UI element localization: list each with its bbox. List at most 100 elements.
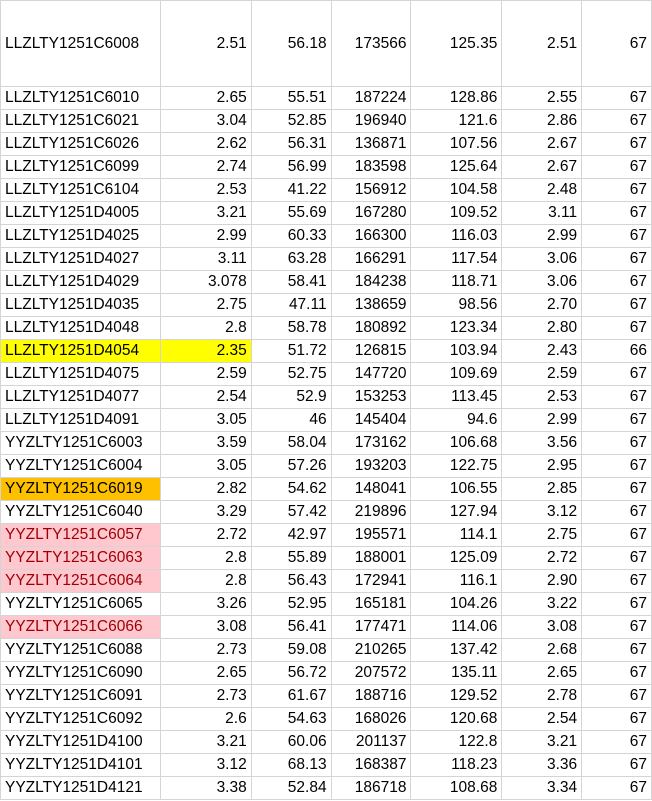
value-cell[interactable]: 2.8	[159, 569, 252, 593]
sample-id-cell[interactable]: YYZLTY1251C6003	[0, 431, 161, 455]
value-cell[interactable]: 103.94	[410, 339, 503, 363]
sample-id-cell[interactable]: LLZLTY1251D4048	[0, 316, 161, 340]
value-cell[interactable]: 67	[581, 0, 652, 87]
sample-id-cell[interactable]: LLZLTY1251D4075	[0, 362, 161, 386]
value-cell[interactable]: 184238	[330, 270, 412, 294]
value-cell[interactable]: 67	[581, 730, 652, 754]
value-cell[interactable]: 137.42	[410, 638, 503, 662]
sample-id-cell[interactable]: LLZLTY1251C6008	[0, 0, 161, 87]
value-cell[interactable]: 116.1	[410, 569, 503, 593]
value-cell[interactable]: 2.62	[159, 132, 252, 156]
value-cell[interactable]: 172941	[330, 569, 412, 593]
value-cell[interactable]: 114.06	[410, 615, 503, 639]
value-cell[interactable]: 193203	[330, 454, 412, 478]
value-cell[interactable]: 153253	[330, 385, 412, 409]
value-cell[interactable]: 66	[581, 339, 652, 363]
value-cell[interactable]: 52.85	[250, 109, 332, 133]
value-cell[interactable]: 123.34	[410, 316, 503, 340]
value-cell[interactable]: 67	[581, 362, 652, 386]
value-cell[interactable]: 2.75	[159, 293, 252, 317]
value-cell[interactable]: 114.1	[410, 523, 503, 547]
value-cell[interactable]: 120.68	[410, 707, 503, 731]
value-cell[interactable]: 55.69	[250, 201, 332, 225]
sample-id-cell[interactable]: LLZLTY1251C6021	[0, 109, 161, 133]
sample-id-cell[interactable]: YYZLTY1251C6040	[0, 500, 161, 524]
value-cell[interactable]: 165181	[330, 592, 412, 616]
value-cell[interactable]: 56.18	[250, 0, 332, 87]
value-cell[interactable]: 2.99	[159, 224, 252, 248]
value-cell[interactable]: 147720	[330, 362, 412, 386]
value-cell[interactable]: 2.65	[159, 86, 252, 110]
value-cell[interactable]: 2.67	[501, 155, 583, 179]
value-cell[interactable]: 108.68	[410, 776, 503, 800]
value-cell[interactable]: 67	[581, 776, 652, 800]
value-cell[interactable]: 2.70	[501, 293, 583, 317]
value-cell[interactable]: 3.22	[501, 592, 583, 616]
value-cell[interactable]: 3.21	[501, 730, 583, 754]
value-cell[interactable]: 2.54	[501, 707, 583, 731]
value-cell[interactable]: 3.34	[501, 776, 583, 800]
value-cell[interactable]: 56.99	[250, 155, 332, 179]
value-cell[interactable]: 3.05	[159, 408, 252, 432]
value-cell[interactable]: 2.51	[159, 0, 252, 87]
value-cell[interactable]: 55.89	[250, 546, 332, 570]
value-cell[interactable]: 125.35	[410, 0, 503, 87]
value-cell[interactable]: 3.12	[159, 753, 252, 777]
value-cell[interactable]: 2.54	[159, 385, 252, 409]
value-cell[interactable]: 67	[581, 638, 652, 662]
value-cell[interactable]: 58.41	[250, 270, 332, 294]
value-cell[interactable]: 106.55	[410, 477, 503, 501]
value-cell[interactable]: 67	[581, 546, 652, 570]
value-cell[interactable]: 2.86	[501, 109, 583, 133]
value-cell[interactable]: 2.72	[159, 523, 252, 547]
value-cell[interactable]: 173162	[330, 431, 412, 455]
sample-id-cell[interactable]: YYZLTY1251C6065	[0, 592, 161, 616]
value-cell[interactable]: 106.68	[410, 431, 503, 455]
value-cell[interactable]: 166291	[330, 247, 412, 271]
sample-id-cell[interactable]: LLZLTY1251D4077	[0, 385, 161, 409]
value-cell[interactable]: 67	[581, 86, 652, 110]
value-cell[interactable]: 61.67	[250, 684, 332, 708]
value-cell[interactable]: 118.71	[410, 270, 503, 294]
value-cell[interactable]: 145404	[330, 408, 412, 432]
sample-id-cell[interactable]: LLZLTY1251D4025	[0, 224, 161, 248]
value-cell[interactable]: 167280	[330, 201, 412, 225]
sample-id-cell[interactable]: YYZLTY1251C6090	[0, 661, 161, 685]
value-cell[interactable]: 125.64	[410, 155, 503, 179]
sample-id-cell[interactable]: LLZLTY1251D4035	[0, 293, 161, 317]
sample-id-cell[interactable]: YYZLTY1251C6004	[0, 454, 161, 478]
sample-id-cell[interactable]: YYZLTY1251C6092	[0, 707, 161, 731]
sample-id-cell[interactable]: LLZLTY1251C6026	[0, 132, 161, 156]
value-cell[interactable]: 67	[581, 316, 652, 340]
sample-id-cell[interactable]: LLZLTY1251D4091	[0, 408, 161, 432]
value-cell[interactable]: 156912	[330, 178, 412, 202]
value-cell[interactable]: 59.08	[250, 638, 332, 662]
value-cell[interactable]: 104.26	[410, 592, 503, 616]
value-cell[interactable]: 57.26	[250, 454, 332, 478]
value-cell[interactable]: 104.58	[410, 178, 503, 202]
value-cell[interactable]: 136871	[330, 132, 412, 156]
value-cell[interactable]: 68.13	[250, 753, 332, 777]
value-cell[interactable]: 2.73	[159, 684, 252, 708]
value-cell[interactable]: 67	[581, 155, 652, 179]
sample-id-cell[interactable]: LLZLTY1251D4054	[0, 339, 161, 363]
value-cell[interactable]: 109.52	[410, 201, 503, 225]
value-cell[interactable]: 2.35	[159, 339, 252, 363]
value-cell[interactable]: 58.78	[250, 316, 332, 340]
value-cell[interactable]: 188716	[330, 684, 412, 708]
value-cell[interactable]: 67	[581, 592, 652, 616]
value-cell[interactable]: 3.08	[159, 615, 252, 639]
value-cell[interactable]: 118.23	[410, 753, 503, 777]
value-cell[interactable]: 219896	[330, 500, 412, 524]
value-cell[interactable]: 168387	[330, 753, 412, 777]
value-cell[interactable]: 56.41	[250, 615, 332, 639]
value-cell[interactable]: 2.99	[501, 224, 583, 248]
value-cell[interactable]: 60.06	[250, 730, 332, 754]
value-cell[interactable]: 196940	[330, 109, 412, 133]
value-cell[interactable]: 52.95	[250, 592, 332, 616]
value-cell[interactable]: 3.078	[159, 270, 252, 294]
value-cell[interactable]: 2.95	[501, 454, 583, 478]
value-cell[interactable]: 3.08	[501, 615, 583, 639]
value-cell[interactable]: 121.6	[410, 109, 503, 133]
value-cell[interactable]: 109.69	[410, 362, 503, 386]
